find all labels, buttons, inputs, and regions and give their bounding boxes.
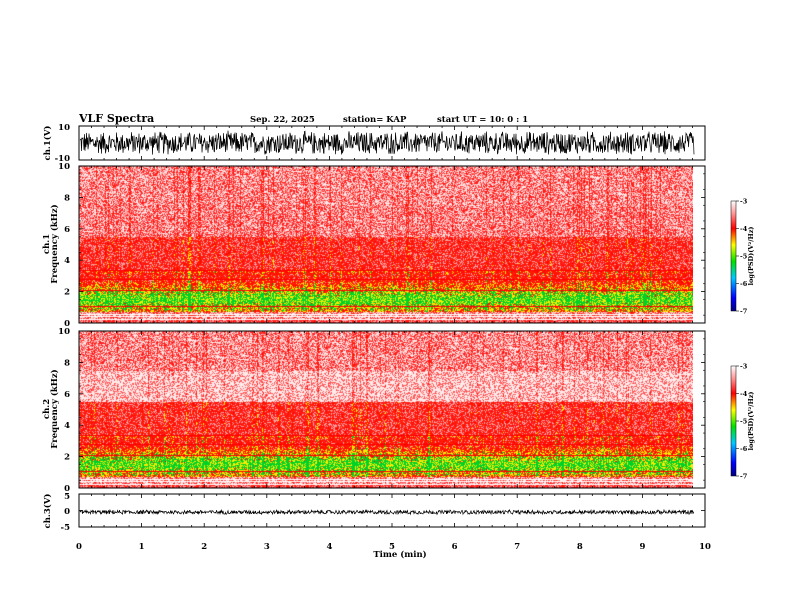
x-tick-label: 7 xyxy=(514,542,520,552)
colorbar-tick-label: -4 xyxy=(740,225,748,233)
ch2-spectrogram-ylabel: ch.2 xyxy=(42,399,52,419)
colorbar-tick-label: -5 xyxy=(740,418,748,426)
waveform-line xyxy=(79,130,695,155)
ch1-colorbar-label: log(PSD)(V²/Hz) xyxy=(747,227,755,286)
ch2-colorbar-ticks: -3 -4 -5 -6 -7 xyxy=(736,363,748,481)
ch3-waveform-ylabel: ch.3(V) xyxy=(42,494,53,529)
colorbar-tick-label: -4 xyxy=(740,390,748,398)
ch2-colorbar-label: log(PSD)(V²/Hz) xyxy=(747,392,755,451)
colorbar-tick-label: -6 xyxy=(740,445,748,453)
y-tick-label: 8 xyxy=(64,193,70,203)
x-tick-label: 1 xyxy=(139,542,145,552)
ch1-spectrogram-ylabel: ch.1 xyxy=(42,234,52,254)
ch1-ytick-top: 10 xyxy=(58,123,70,133)
colorbar-tick-label: -7 xyxy=(740,308,747,316)
colorbar-tick-label: -7 xyxy=(740,473,747,481)
station-label: station= KAP xyxy=(343,115,407,125)
x-tick-label: 2 xyxy=(201,542,207,552)
y-tick-label: 10 xyxy=(58,162,70,172)
x-tick-label: 4 xyxy=(326,542,332,552)
y-tick-label: 4 xyxy=(64,256,70,266)
x-tick-label: 0 xyxy=(76,542,82,552)
x-tick-label: 8 xyxy=(577,542,583,552)
ch1-waveform-ylabel: ch.1(V) xyxy=(42,126,53,161)
date-label: Sep. 22, 2025 xyxy=(250,115,315,125)
ch2-spectrogram-image xyxy=(79,331,693,488)
x-tick-label: 5 xyxy=(389,542,395,552)
ch3-waveform-frame xyxy=(78,493,706,528)
colorbar-tick-label: -3 xyxy=(740,198,748,206)
ch2-spectrogram-yticks: 0 2 4 6 8 10 xyxy=(58,327,705,494)
ch1-waveform-trace xyxy=(79,125,705,161)
ch1-colorbar-ticks: -3 -4 -5 -6 -7 xyxy=(736,198,748,316)
ch1-spectrogram-yticks: 0 2 4 6 8 10 xyxy=(58,162,705,329)
y-tick-label: 0 xyxy=(64,484,70,494)
x-axis-label: Time (min) xyxy=(373,549,426,560)
colorbar-tick-label: -5 xyxy=(740,253,748,261)
y-tick-label: 0 xyxy=(64,319,70,329)
y-tick-label: 8 xyxy=(64,358,70,368)
ch2-colorbar xyxy=(730,365,737,477)
colorbar-tick-label: -6 xyxy=(740,280,748,288)
ch3-waveform-trace xyxy=(79,493,705,528)
y-tick-label: 2 xyxy=(64,453,70,463)
ch1-spectrogram-image xyxy=(79,166,693,323)
x-tick-label: 3 xyxy=(264,542,270,552)
y-tick-label: 10 xyxy=(58,327,70,337)
x-tick-label: 6 xyxy=(452,542,458,552)
x-tick-label: 10 xyxy=(699,542,711,552)
x-axis-tick-labels: 0 1 2 3 4 5 6 7 8 9 10 xyxy=(76,542,711,552)
ch3-ytick-top: 5 xyxy=(64,492,70,502)
start-time-label: start UT = 10: 0 : 1 xyxy=(437,115,528,125)
y-tick-label: 2 xyxy=(64,288,70,298)
ch3-ytick-mid: 0 xyxy=(64,507,70,517)
colorbar-tick-label: -3 xyxy=(740,363,748,371)
y-tick-label: 4 xyxy=(64,421,70,431)
y-tick-label: 6 xyxy=(64,390,70,400)
ch3-ytick-bottom: -5 xyxy=(61,523,71,533)
x-tick-label: 9 xyxy=(639,542,645,552)
ch1-colorbar xyxy=(730,200,737,312)
waveform-line xyxy=(79,508,695,516)
y-tick-label: 6 xyxy=(64,225,70,235)
ch1-ytick-bottom: -10 xyxy=(55,154,70,164)
x-axis-ticks xyxy=(78,126,706,527)
ch2-frequency-ylabel: Frequency (kHz) xyxy=(49,369,60,448)
figure-title: VLF Spectra xyxy=(78,112,154,125)
ch1-frequency-ylabel: Frequency (kHz) xyxy=(49,204,60,283)
